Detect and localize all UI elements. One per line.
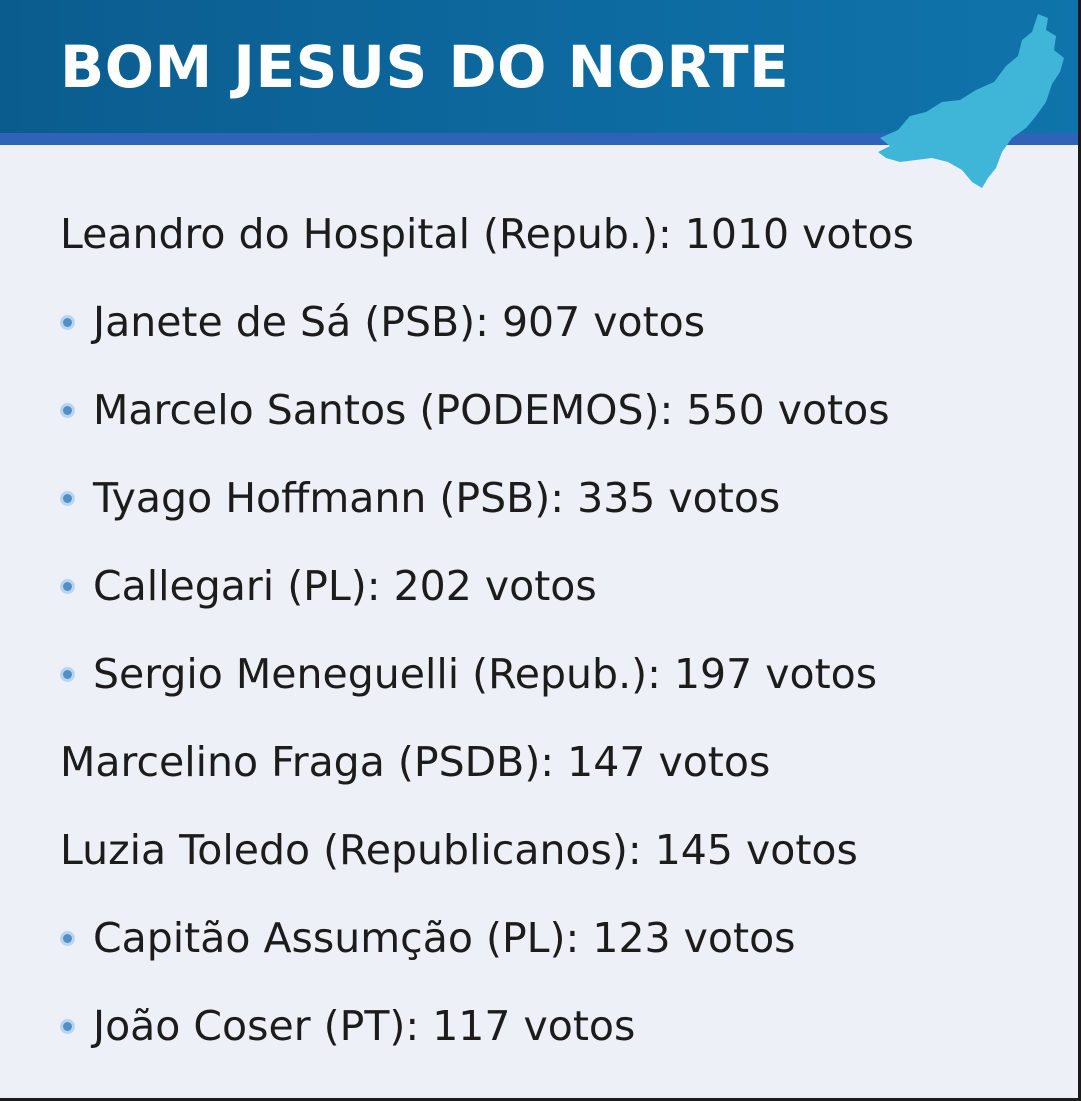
bullet-icon <box>60 930 75 946</box>
result-text: Tyago Hoffmann (PSB): 335 votos <box>93 474 781 522</box>
result-row: Tyago Hoffmann (PSB): 335 votos <box>60 454 914 542</box>
result-text: Callegari (PL): 202 votos <box>93 562 597 610</box>
result-row: Marcelino Fraga (PSDB): 147 votos <box>60 718 914 806</box>
state-map-icon <box>878 14 1064 188</box>
header-accent-line <box>0 133 1078 145</box>
result-text: Capitão Assumção (PL): 123 votos <box>93 914 796 962</box>
bullet-icon <box>60 666 75 682</box>
result-text: Marcelo Santos (PODEMOS): 550 votos <box>93 386 890 434</box>
result-text: Luzia Toledo (Republicanos): 145 votos <box>60 826 858 874</box>
result-row: Marcelo Santos (PODEMOS): 550 votos <box>60 366 914 454</box>
bullet-icon <box>60 1018 75 1034</box>
bullet-icon <box>60 578 75 594</box>
result-text: Janete de Sá (PSB): 907 votos <box>93 298 706 346</box>
city-title: BOM JESUS DO NORTE <box>60 33 790 101</box>
result-row: João Coser (PT): 117 votos <box>60 982 914 1070</box>
result-row: Luzia Toledo (Republicanos): 145 votos <box>60 806 914 894</box>
result-text: João Coser (PT): 117 votos <box>93 1002 636 1050</box>
bullet-icon <box>60 314 75 330</box>
result-row: Leandro do Hospital (Repub.): 1010 votos <box>60 190 914 278</box>
result-text: Leandro do Hospital (Repub.): 1010 votos <box>60 210 915 258</box>
result-row: Capitão Assumção (PL): 123 votos <box>60 894 914 982</box>
result-row: Callegari (PL): 202 votos <box>60 542 914 630</box>
result-text: Marcelino Fraga (PSDB): 147 votos <box>60 738 771 786</box>
bullet-icon <box>60 402 75 418</box>
header-band <box>0 0 1078 133</box>
result-row: Sergio Meneguelli (Repub.): 197 votos <box>60 630 914 718</box>
bullet-icon <box>60 490 75 506</box>
result-row: Janete de Sá (PSB): 907 votos <box>60 278 914 366</box>
result-text: Sergio Meneguelli (Repub.): 197 votos <box>93 650 878 698</box>
results-list: Leandro do Hospital (Repub.): 1010 votos… <box>60 190 914 1070</box>
